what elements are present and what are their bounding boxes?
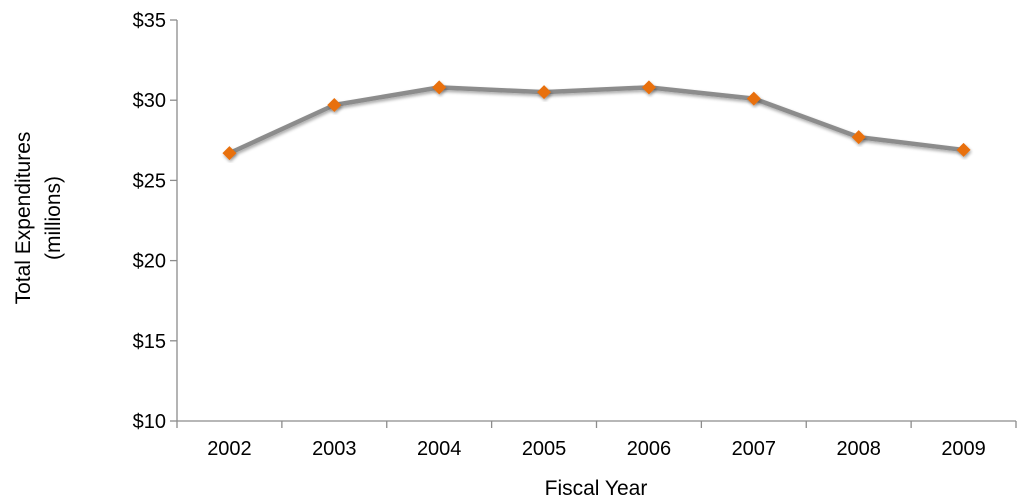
marker-layer xyxy=(222,80,971,161)
data-point-marker xyxy=(851,130,866,145)
data-point-marker xyxy=(956,142,971,157)
y-tick-label: $30 xyxy=(133,90,166,112)
y-tick-label: $20 xyxy=(133,251,166,273)
y-tick-label: $15 xyxy=(133,331,166,353)
y-axis-title-line-2: (millions) xyxy=(42,176,65,260)
x-tick-label: 2003 xyxy=(312,438,357,460)
series-line xyxy=(227,85,966,156)
x-axis-title: Fiscal Year xyxy=(545,477,648,500)
y-tick-label: $35 xyxy=(133,10,166,32)
x-tick-label: 2005 xyxy=(522,438,567,460)
x-tick-label: 2006 xyxy=(627,438,672,460)
x-tick-label: 2004 xyxy=(417,438,462,460)
data-point-marker xyxy=(641,80,656,95)
x-tick-label: 2002 xyxy=(207,438,252,460)
series-layer xyxy=(227,85,966,156)
data-point-marker xyxy=(537,85,552,100)
x-tick-label: 2009 xyxy=(941,438,986,460)
data-point-marker xyxy=(432,80,447,95)
y-axis-title: Total Expenditures (millions) xyxy=(12,132,65,305)
data-point-marker xyxy=(327,98,342,113)
data-point-marker xyxy=(746,91,761,106)
y-axis-title-line-1: Total Expenditures xyxy=(12,132,35,305)
data-point-marker xyxy=(222,146,237,161)
y-tick-label: $25 xyxy=(133,170,166,192)
y-tick-label: $10 xyxy=(133,411,166,433)
x-tick-label: 2008 xyxy=(836,438,881,460)
x-axis: 2002 2003 2004 2005 2006 2007 2008 2009 xyxy=(176,420,1017,460)
x-tick-label: 2007 xyxy=(732,438,777,460)
y-axis: $10 $15 $20 $25 $30 $35 xyxy=(133,10,178,433)
